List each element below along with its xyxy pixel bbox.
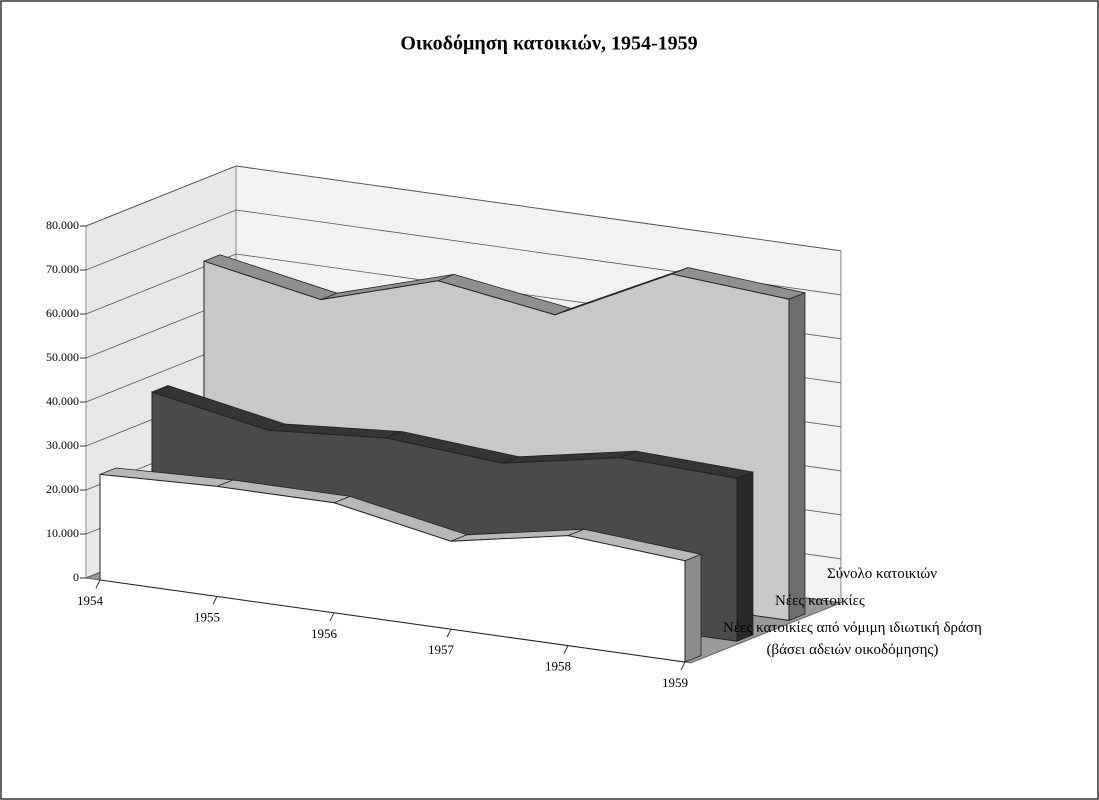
y-tick-label: 40.000 [46,394,79,408]
x-tick-label: 1956 [311,626,338,641]
y-tick-label: 10.000 [46,526,79,540]
y-tick-label: 20.000 [46,482,79,496]
y-tick-label: 50.000 [46,350,79,364]
x-tick [446,628,452,638]
x-tick [563,645,569,654]
y-tick-label: 0 [73,570,79,584]
x-tick-label: 1954 [77,593,104,608]
x-tick [95,579,101,589]
y-tick-label: 60.000 [46,306,79,320]
y-tick-label: 80.000 [46,218,79,232]
x-tick [329,612,335,622]
grid-line [85,165,841,252]
series-label: Νέες κατοικίες από νόμιμη ιδιωτική δράση… [723,619,982,658]
series-label: Σύνολο κατοικιών [827,566,938,583]
ribbon-end [684,553,702,663]
x-tick [212,596,218,605]
y-tick-label: 30.000 [46,438,79,452]
y-tick-label: 70.000 [46,262,79,276]
x-tick [680,661,686,671]
ribbon-end [788,292,806,621]
x-tick-label: 1955 [194,609,220,624]
series-label: Νέες κατοικίες [775,593,865,609]
x-tick-label: 1959 [662,675,688,690]
grid-line [85,209,841,296]
chart-title: Οικοδόμηση κατοικιών, 1954-1959 [400,33,697,55]
x-tick-label: 1958 [545,659,571,674]
ribbon-front [99,473,686,663]
x-tick-label: 1957 [428,642,455,657]
